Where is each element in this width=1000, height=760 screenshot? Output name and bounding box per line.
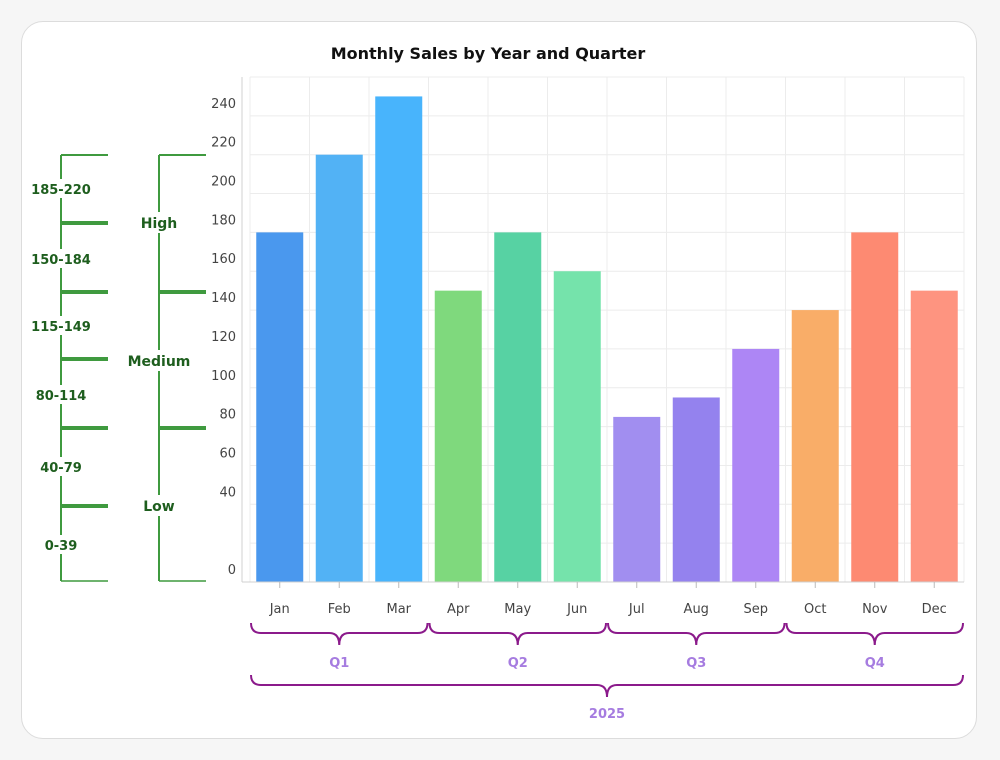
bar-feb [315,154,363,582]
category-label-bg [134,212,184,233]
bar-apr [434,290,482,582]
x-tick-label: Feb [328,602,351,617]
category-label-medium: Medium [128,354,191,370]
x-tick-label: Nov [862,602,888,617]
band-label-3: 80-114 [36,389,87,404]
value-category-brackets: High Medium Low [123,154,206,582]
y-tick-label: 180 [211,213,236,228]
year-label: 2025 [589,707,625,722]
x-tick-label: Oct [804,602,826,617]
band-label-2: 115-149 [31,320,91,335]
quarter-label-q2: Q2 [508,656,528,671]
band-label-1: 150-184 [31,253,91,268]
y-tick-label: 220 [211,136,236,151]
y-tick-label: 240 [211,97,236,112]
bar-jul [613,416,661,582]
value-band-brackets: 185-220 150-184 115-149 80-114 40-79 0-39 [27,154,108,582]
category-label-high: High [141,216,178,232]
quarter-brace-q2 [428,622,607,646]
category-label-low: Low [143,499,175,515]
band-label-0: 185-220 [31,183,91,198]
y-tick-label: 140 [211,291,236,306]
x-tick-label: Jan [269,602,290,617]
band-label-bg [27,457,95,476]
chart-title: Monthly Sales by Year and Quarter [331,44,646,63]
x-tick-label: May [504,602,531,617]
bar-dec [910,290,958,582]
band-label-5: 0-39 [45,539,78,554]
x-tick-label: Apr [447,602,470,617]
bar-jan [256,232,304,582]
bar-mar [375,96,423,582]
quarter-brace-q4 [785,622,964,646]
bar-may [494,232,542,582]
bar-aug [672,397,720,582]
bars [256,96,958,582]
y-tick-label: 80 [219,408,236,423]
x-tick-label: Jun [566,602,587,617]
y-tick-label: 40 [219,485,236,500]
category-label-bg [123,350,195,371]
y-tick-label: 60 [219,446,236,461]
y-tick-label: 0 [228,563,236,578]
x-tick-label: Mar [386,602,411,617]
y-tick-label: 200 [211,175,236,190]
quarter-brackets: Q1 Q2 Q3 Q4 [250,622,964,671]
bar-oct [791,310,839,582]
quarter-brace-q3 [607,622,786,646]
bar-nov [851,232,899,582]
quarter-label-q3: Q3 [686,656,706,671]
band-label-bg [27,535,95,554]
year-brace [250,674,964,698]
category-label-bg [138,495,180,516]
y-axis: 0 40 60 80 100 120 140 160 180 200 220 240 [211,77,243,582]
x-tick-label: Aug [684,602,709,617]
quarter-label-q1: Q1 [329,656,349,671]
band-label-bg [27,249,95,268]
band-label-bg [27,179,95,198]
year-bracket: 2025 [250,674,964,722]
quarter-brace-q1 [250,622,429,646]
band-label-bg [27,385,95,404]
y-tick-label: 100 [211,369,236,384]
y-tick-label: 160 [211,252,236,267]
x-tick-label: Sep [743,602,768,617]
band-label-4: 40-79 [40,461,82,476]
y-tick-label: 120 [211,330,236,345]
x-tick-label: Dec [922,602,947,617]
x-axis: Jan Feb Mar Apr May Jun Jul Aug Sep Oct Nov Dec [242,581,964,617]
bar-sep [732,348,780,582]
quarter-label-q4: Q4 [865,656,885,671]
x-tick-label: Jul [628,602,645,617]
bar-jun [553,271,601,582]
band-label-bg [27,316,95,335]
